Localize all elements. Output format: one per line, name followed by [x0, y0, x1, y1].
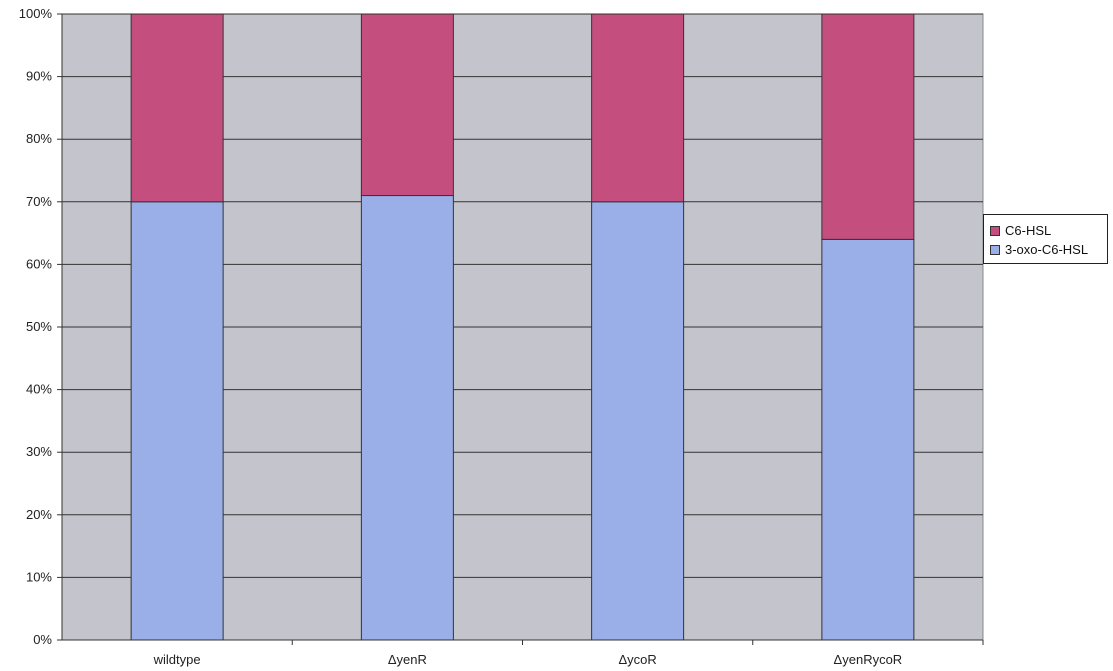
y-tick-label: 90%	[26, 69, 52, 84]
bar-c6-hsl	[821, 13, 915, 240]
bar-c6-hsl	[591, 13, 685, 203]
bar-c6-hsl	[360, 13, 454, 197]
y-tick-label: 20%	[26, 507, 52, 522]
x-tick-label: ΔyenR	[388, 652, 427, 667]
y-tick-label: 0%	[33, 632, 52, 647]
bar-c6-hsl	[130, 13, 224, 203]
legend-label-c6-hsl: C6-HSL	[1005, 223, 1052, 238]
legend-item-c6-hsl: C6-HSL	[990, 221, 1107, 240]
x-tick-label: ΔycoR	[618, 652, 656, 667]
y-tick-label: 10%	[26, 569, 52, 584]
y-tick-label: 60%	[26, 256, 52, 271]
x-tick-label: ΔyenRycoR	[834, 652, 903, 667]
y-tick-label: 30%	[26, 444, 52, 459]
y-tick-label: 100%	[19, 6, 53, 21]
bar-3-oxo-c6-hsl	[130, 201, 224, 641]
y-tick-label: 80%	[26, 131, 52, 146]
bar-3-oxo-c6-hsl	[591, 201, 685, 641]
legend: C6-HSL 3-oxo-C6-HSL	[983, 214, 1108, 264]
legend-label-3-oxo-c6-hsl: 3-oxo-C6-HSL	[1005, 242, 1089, 257]
bar-3-oxo-c6-hsl	[360, 195, 454, 641]
bar-3-oxo-c6-hsl	[821, 238, 915, 641]
x-tick-label: wildtype	[153, 652, 201, 667]
y-tick-label: 70%	[26, 194, 52, 209]
y-tick-label: 50%	[26, 319, 52, 334]
legend-item-3-oxo-c6-hsl: 3-oxo-C6-HSL	[990, 240, 1107, 259]
legend-swatch-3-oxo-c6-hsl	[990, 244, 1000, 255]
legend-swatch-c6-hsl	[990, 225, 1000, 236]
y-tick-label: 40%	[26, 382, 52, 397]
